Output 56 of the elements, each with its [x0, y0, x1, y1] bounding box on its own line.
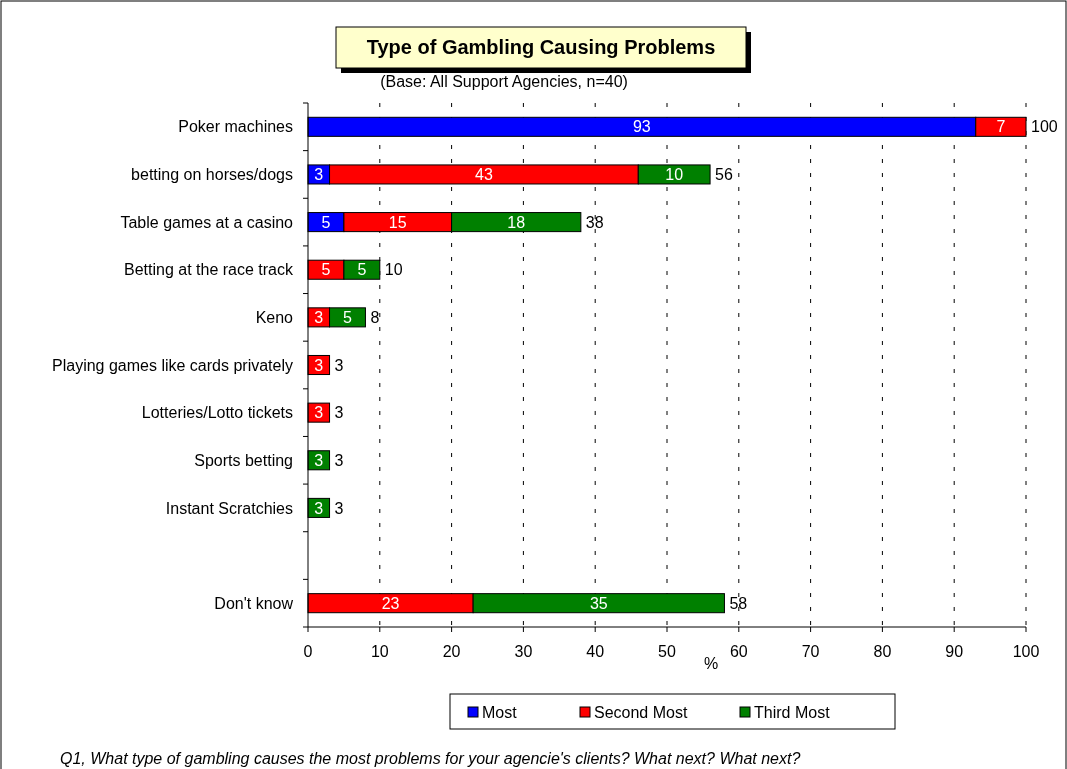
total-label: 100 [1031, 118, 1058, 136]
x-tick-label: 40 [586, 643, 605, 660]
total-label: 3 [334, 499, 344, 517]
data-label: 3 [314, 451, 324, 469]
y-tick-label: Poker machines [178, 118, 293, 136]
y-tick-label: Playing games like cards privately [52, 356, 293, 374]
data-label: 3 [314, 404, 324, 422]
total-label: 8 [370, 308, 380, 326]
x-tick-label: 20 [442, 643, 461, 660]
x-tick-label: 60 [729, 643, 748, 660]
legend-label: Most [482, 703, 518, 721]
data-label: 43 [475, 166, 493, 184]
data-label: 5 [343, 308, 353, 326]
y-tick-label: Keno [255, 308, 294, 326]
x-tick-label: 0 [303, 643, 313, 660]
total-label: 3 [334, 404, 344, 422]
data-label: 5 [321, 261, 331, 279]
x-tick-label: 80 [873, 643, 892, 660]
x-axis-title: % [703, 655, 719, 672]
total-label: 10 [384, 261, 403, 279]
data-label: 10 [665, 166, 684, 184]
x-tick-label: 70 [801, 643, 820, 660]
x-tick-label: 90 [945, 643, 964, 660]
data-label: 7 [996, 118, 1006, 136]
total-label: 3 [334, 451, 344, 469]
total-label: 38 [585, 213, 604, 231]
data-label: 15 [388, 213, 407, 231]
data-label: 3 [314, 308, 324, 326]
x-tick-label: 30 [514, 643, 533, 660]
y-tick-label: Lotteries/Lotto tickets [141, 404, 293, 422]
y-tick-label: Don't know [214, 594, 294, 612]
y-tick-label: Sports betting [194, 451, 293, 469]
legend-label: Second Most [594, 703, 688, 721]
x-tick-label: 50 [658, 643, 676, 660]
x-tick-label: 100 [1012, 643, 1040, 660]
data-label: 18 [507, 213, 526, 231]
data-label: 5 [321, 213, 331, 231]
total-label: 3 [334, 356, 344, 374]
y-tick-label: Table games at a casino [120, 213, 294, 231]
total-label: 58 [729, 594, 748, 612]
data-label: 3 [314, 499, 324, 517]
data-label: 23 [381, 594, 400, 612]
data-label: 5 [357, 261, 367, 279]
text: Q1, What type of gambling causes the most problems for your agencie's clients? What next? What next? [60, 750, 801, 767]
total-label: 56 [715, 166, 733, 184]
y-tick-label: Betting at the race track [124, 261, 294, 279]
chart-subtitle: (Base: All Support Agencies, n=40) [380, 73, 628, 90]
data-label: 93 [632, 118, 651, 136]
legend-label: Third Most [754, 703, 831, 721]
x-tick-label: 10 [370, 643, 389, 660]
y-tick-label: Instant Scratchies [165, 499, 293, 517]
y-tick-label: betting on horses/dogs [131, 166, 293, 184]
data-label: 35 [589, 594, 608, 612]
data-label: 3 [314, 356, 324, 374]
chart-title: Type of Gambling Causing Problems [366, 36, 716, 58]
data-label: 3 [314, 166, 324, 184]
